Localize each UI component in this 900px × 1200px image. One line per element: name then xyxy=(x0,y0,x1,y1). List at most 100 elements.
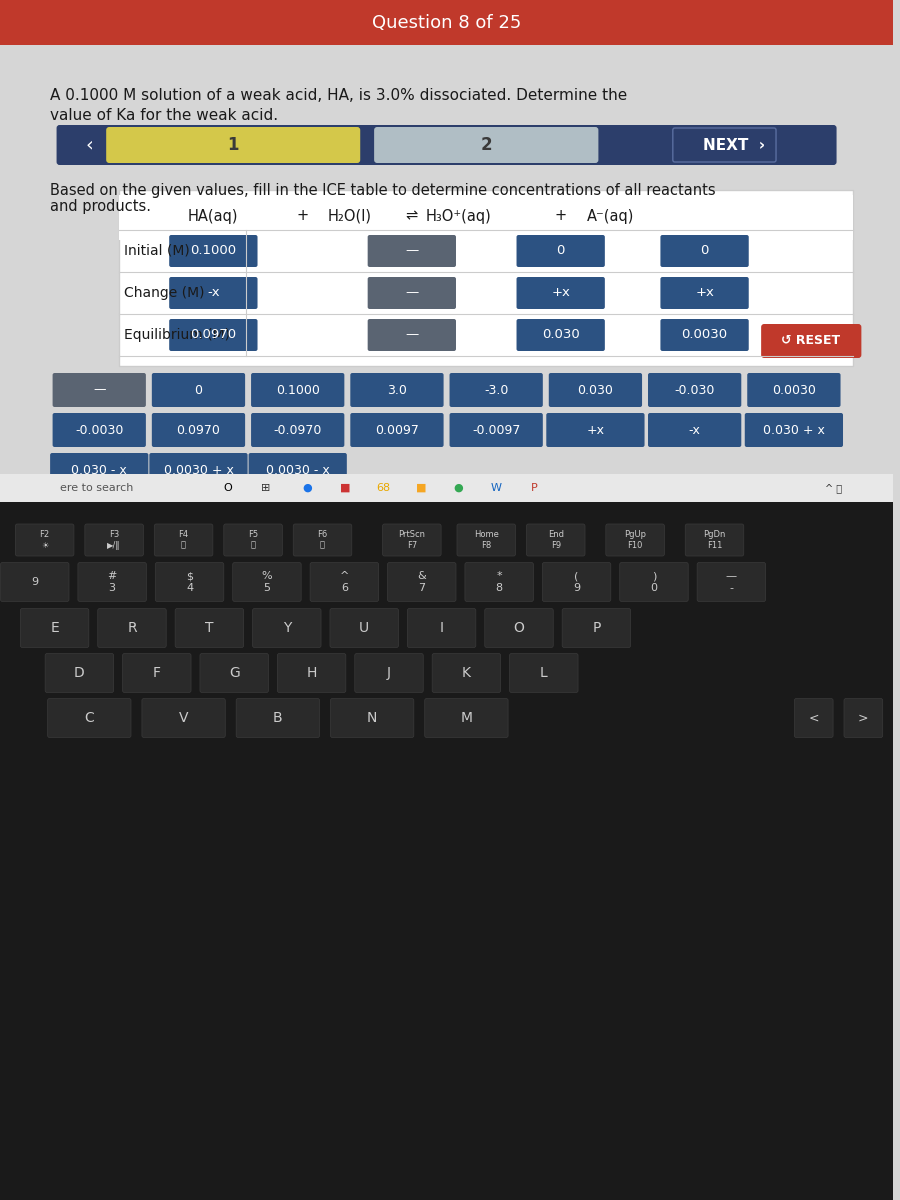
Text: D: D xyxy=(74,666,85,680)
Text: 0.0097: 0.0097 xyxy=(375,424,419,437)
Text: 1: 1 xyxy=(228,136,239,154)
Text: 9: 9 xyxy=(32,577,39,587)
Text: ^ 🔊: ^ 🔊 xyxy=(825,482,842,493)
Text: +: + xyxy=(297,209,309,223)
FancyBboxPatch shape xyxy=(169,235,257,266)
FancyBboxPatch shape xyxy=(0,0,893,44)
FancyBboxPatch shape xyxy=(517,235,605,266)
Text: 0.1000: 0.1000 xyxy=(190,245,237,258)
FancyBboxPatch shape xyxy=(368,277,456,308)
FancyBboxPatch shape xyxy=(0,44,893,1200)
Text: )
0: ) 0 xyxy=(651,571,658,593)
Text: N: N xyxy=(367,710,377,725)
FancyBboxPatch shape xyxy=(465,563,534,601)
Text: 0: 0 xyxy=(556,245,565,258)
FancyBboxPatch shape xyxy=(1,563,69,601)
FancyBboxPatch shape xyxy=(350,413,444,446)
Text: E: E xyxy=(50,622,59,635)
FancyBboxPatch shape xyxy=(526,524,585,556)
FancyBboxPatch shape xyxy=(330,698,414,738)
FancyBboxPatch shape xyxy=(98,608,166,648)
Text: HA(aq): HA(aq) xyxy=(188,209,238,223)
FancyBboxPatch shape xyxy=(122,654,191,692)
FancyBboxPatch shape xyxy=(368,235,456,266)
Text: —: — xyxy=(405,287,418,300)
FancyBboxPatch shape xyxy=(52,413,146,446)
FancyBboxPatch shape xyxy=(844,698,883,738)
Text: -0.0970: -0.0970 xyxy=(274,424,322,437)
FancyBboxPatch shape xyxy=(457,524,516,556)
Text: Initial (M): Initial (M) xyxy=(124,244,190,258)
FancyBboxPatch shape xyxy=(85,524,143,556)
FancyBboxPatch shape xyxy=(661,235,749,266)
Text: B: B xyxy=(273,710,283,725)
FancyBboxPatch shape xyxy=(350,373,444,407)
Text: Equilibrium (M): Equilibrium (M) xyxy=(124,328,230,342)
Text: (
9: ( 9 xyxy=(573,571,580,593)
FancyBboxPatch shape xyxy=(248,452,346,487)
FancyBboxPatch shape xyxy=(277,654,346,692)
FancyBboxPatch shape xyxy=(0,474,893,502)
Text: End
F9: End F9 xyxy=(548,530,563,550)
FancyBboxPatch shape xyxy=(251,373,345,407)
Text: V: V xyxy=(179,710,188,725)
Text: I: I xyxy=(439,622,444,635)
Text: 0.0030: 0.0030 xyxy=(772,384,815,396)
Text: -0.0030: -0.0030 xyxy=(75,424,123,437)
Text: H: H xyxy=(306,666,317,680)
Text: A⁻(aq): A⁻(aq) xyxy=(587,209,634,223)
FancyBboxPatch shape xyxy=(698,563,766,601)
FancyBboxPatch shape xyxy=(648,373,742,407)
Text: F3
▶/‖: F3 ▶/‖ xyxy=(107,530,121,550)
Text: F5
🔉: F5 🔉 xyxy=(248,530,258,550)
FancyBboxPatch shape xyxy=(52,373,146,407)
Text: 0: 0 xyxy=(194,384,202,396)
Text: C: C xyxy=(85,710,94,725)
Text: ere to search: ere to search xyxy=(59,482,133,493)
FancyBboxPatch shape xyxy=(543,563,611,601)
FancyBboxPatch shape xyxy=(169,277,257,308)
FancyBboxPatch shape xyxy=(233,563,302,601)
Text: 3.0: 3.0 xyxy=(387,384,407,396)
Text: O: O xyxy=(514,622,525,635)
FancyBboxPatch shape xyxy=(517,319,605,350)
Text: ⊞: ⊞ xyxy=(261,482,271,493)
Text: +x: +x xyxy=(695,287,714,300)
Text: F2
☀: F2 ☀ xyxy=(40,530,50,550)
Text: H₃O⁺(aq): H₃O⁺(aq) xyxy=(426,209,491,223)
Text: <: < xyxy=(808,712,819,725)
FancyBboxPatch shape xyxy=(648,413,742,446)
Text: A 0.1000 M solution of a weak acid, HA, is 3.0% dissociated. Determine the: A 0.1000 M solution of a weak acid, HA, … xyxy=(50,88,627,102)
Text: —: — xyxy=(405,329,418,342)
FancyBboxPatch shape xyxy=(549,373,642,407)
FancyBboxPatch shape xyxy=(761,324,861,358)
FancyBboxPatch shape xyxy=(152,373,245,407)
FancyBboxPatch shape xyxy=(432,654,500,692)
Text: —: — xyxy=(93,384,105,396)
Text: +x: +x xyxy=(587,424,605,437)
Text: 0: 0 xyxy=(700,245,709,258)
Text: -0.030: -0.030 xyxy=(674,384,715,396)
FancyBboxPatch shape xyxy=(388,563,456,601)
FancyBboxPatch shape xyxy=(149,452,248,487)
FancyBboxPatch shape xyxy=(685,524,743,556)
Text: >: > xyxy=(858,712,868,725)
FancyBboxPatch shape xyxy=(606,524,664,556)
Text: #
3: # 3 xyxy=(107,571,117,593)
Text: J: J xyxy=(387,666,391,680)
Text: R: R xyxy=(127,622,137,635)
FancyBboxPatch shape xyxy=(0,502,893,1200)
FancyBboxPatch shape xyxy=(106,127,360,163)
FancyBboxPatch shape xyxy=(355,654,423,692)
Text: H₂O(l): H₂O(l) xyxy=(328,209,372,223)
FancyBboxPatch shape xyxy=(546,413,644,446)
Text: -3.0: -3.0 xyxy=(484,384,508,396)
FancyBboxPatch shape xyxy=(368,319,456,350)
Text: value of Ka for the weak acid.: value of Ka for the weak acid. xyxy=(50,108,278,122)
Text: $
4: $ 4 xyxy=(186,571,194,593)
FancyBboxPatch shape xyxy=(562,608,631,648)
FancyBboxPatch shape xyxy=(745,413,843,446)
Text: 0.0030: 0.0030 xyxy=(681,329,727,342)
Text: 0.030 + x: 0.030 + x xyxy=(763,424,824,437)
Text: U: U xyxy=(359,622,369,635)
